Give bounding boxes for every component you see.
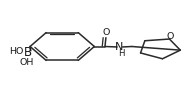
Text: OH: OH (20, 58, 34, 67)
Text: HO: HO (9, 48, 24, 56)
Text: N: N (115, 41, 124, 52)
Text: O: O (102, 28, 110, 37)
Text: O: O (167, 32, 174, 41)
Text: H: H (118, 49, 124, 58)
Text: B: B (24, 46, 32, 59)
